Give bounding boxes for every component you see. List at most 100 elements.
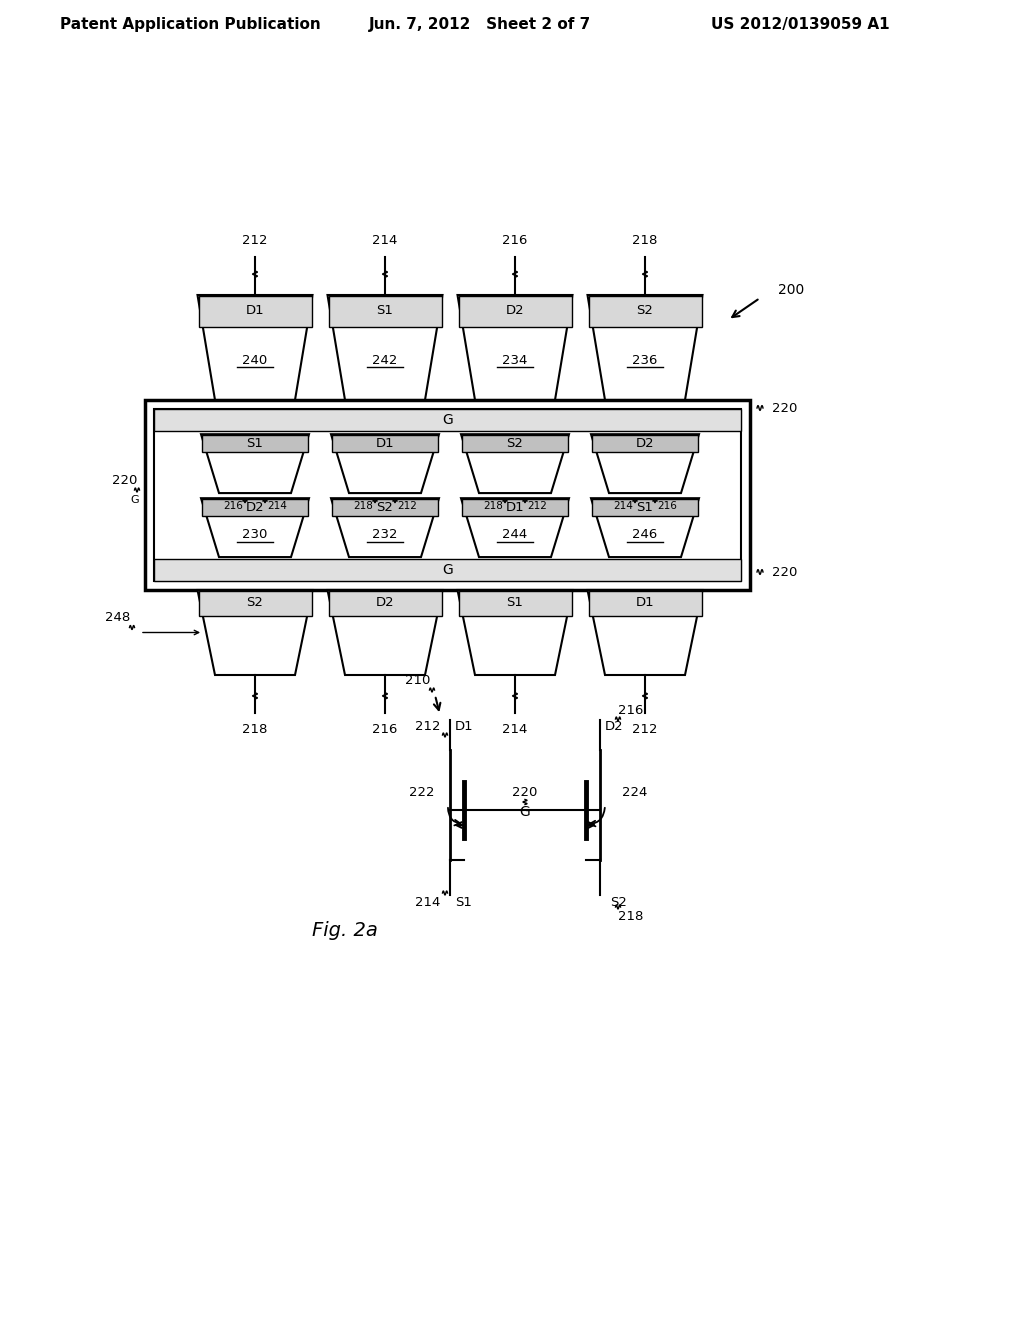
- Text: D1: D1: [455, 721, 474, 734]
- Text: D2: D2: [605, 721, 624, 734]
- Text: 214: 214: [613, 502, 633, 511]
- Bar: [154, 409, 741, 432]
- Polygon shape: [202, 499, 308, 516]
- Text: 216: 216: [618, 704, 643, 717]
- Text: 218: 218: [618, 911, 643, 924]
- Polygon shape: [591, 434, 699, 494]
- Text: 234: 234: [503, 354, 527, 367]
- Polygon shape: [198, 294, 312, 400]
- Text: S1: S1: [377, 304, 393, 317]
- Text: 220: 220: [772, 565, 798, 578]
- Text: Jun. 7, 2012   Sheet 2 of 7: Jun. 7, 2012 Sheet 2 of 7: [369, 17, 591, 33]
- Polygon shape: [589, 296, 701, 326]
- Text: 216: 216: [373, 723, 397, 737]
- Polygon shape: [198, 590, 312, 675]
- Bar: [145, 400, 750, 590]
- Text: 210: 210: [404, 673, 430, 686]
- Polygon shape: [199, 591, 311, 615]
- Polygon shape: [462, 499, 568, 516]
- Polygon shape: [459, 296, 571, 326]
- Text: S2: S2: [610, 896, 627, 909]
- Text: 246: 246: [633, 528, 657, 541]
- Text: 218: 218: [483, 502, 503, 511]
- Polygon shape: [589, 591, 701, 615]
- Polygon shape: [592, 499, 698, 516]
- Polygon shape: [588, 590, 702, 675]
- Bar: [154, 558, 741, 581]
- Text: 220: 220: [772, 401, 798, 414]
- Text: D1: D1: [636, 597, 654, 610]
- Text: D2: D2: [506, 304, 524, 317]
- Polygon shape: [588, 294, 702, 400]
- Text: D1: D1: [506, 500, 524, 513]
- Text: G: G: [442, 564, 453, 577]
- Text: 230: 230: [243, 528, 267, 541]
- Polygon shape: [329, 296, 441, 326]
- Text: S1: S1: [637, 500, 653, 513]
- Text: D2: D2: [246, 500, 264, 513]
- Polygon shape: [332, 499, 438, 516]
- Text: S2: S2: [377, 500, 393, 513]
- Text: 200: 200: [778, 282, 804, 297]
- Text: 212: 212: [632, 723, 657, 737]
- Text: 214: 214: [267, 502, 287, 511]
- Text: 218: 218: [353, 502, 373, 511]
- Text: D1: D1: [246, 304, 264, 317]
- Polygon shape: [459, 591, 571, 615]
- Text: US 2012/0139059 A1: US 2012/0139059 A1: [711, 17, 889, 33]
- Text: 214: 214: [503, 723, 527, 737]
- Text: S2: S2: [637, 304, 653, 317]
- Polygon shape: [458, 590, 572, 675]
- Text: Fig. 2a: Fig. 2a: [312, 920, 378, 940]
- Polygon shape: [461, 434, 569, 494]
- Polygon shape: [202, 436, 308, 451]
- Polygon shape: [591, 498, 699, 557]
- Polygon shape: [329, 591, 441, 615]
- Text: S1: S1: [455, 896, 472, 909]
- Text: 240: 240: [243, 354, 267, 367]
- Text: 224: 224: [622, 785, 647, 799]
- Polygon shape: [462, 436, 568, 451]
- Text: 216: 216: [223, 502, 243, 511]
- Text: 212: 212: [527, 502, 547, 511]
- Text: D2: D2: [376, 597, 394, 610]
- Text: 220: 220: [112, 474, 137, 487]
- Polygon shape: [328, 590, 442, 675]
- Text: 216: 216: [503, 234, 527, 247]
- Polygon shape: [201, 498, 309, 557]
- Text: 222: 222: [410, 785, 435, 799]
- Polygon shape: [458, 294, 572, 400]
- Polygon shape: [201, 434, 309, 494]
- Text: 232: 232: [373, 528, 397, 541]
- Polygon shape: [331, 498, 439, 557]
- Text: 212: 212: [415, 721, 440, 734]
- Text: 216: 216: [657, 502, 677, 511]
- Text: G: G: [442, 413, 453, 426]
- Polygon shape: [332, 436, 438, 451]
- Polygon shape: [328, 294, 442, 400]
- Text: 218: 218: [632, 234, 657, 247]
- Text: D2: D2: [636, 437, 654, 450]
- Text: G: G: [130, 495, 139, 506]
- Text: S2: S2: [507, 437, 523, 450]
- Text: S2: S2: [247, 597, 263, 610]
- Text: 218: 218: [243, 723, 267, 737]
- Text: Patent Application Publication: Patent Application Publication: [59, 17, 321, 33]
- Text: 236: 236: [632, 354, 657, 367]
- Text: 214: 214: [373, 234, 397, 247]
- Text: D1: D1: [376, 437, 394, 450]
- Polygon shape: [592, 436, 698, 451]
- Text: G: G: [519, 805, 530, 818]
- Text: 212: 212: [397, 502, 417, 511]
- Text: S1: S1: [247, 437, 263, 450]
- Text: 242: 242: [373, 354, 397, 367]
- Bar: [154, 409, 741, 581]
- Text: 214: 214: [415, 896, 440, 909]
- Text: S1: S1: [507, 597, 523, 610]
- Text: 244: 244: [503, 528, 527, 541]
- Text: 220: 220: [512, 785, 538, 799]
- Text: 212: 212: [243, 234, 267, 247]
- Polygon shape: [331, 434, 439, 494]
- Polygon shape: [199, 296, 311, 326]
- Text: 248: 248: [104, 611, 130, 624]
